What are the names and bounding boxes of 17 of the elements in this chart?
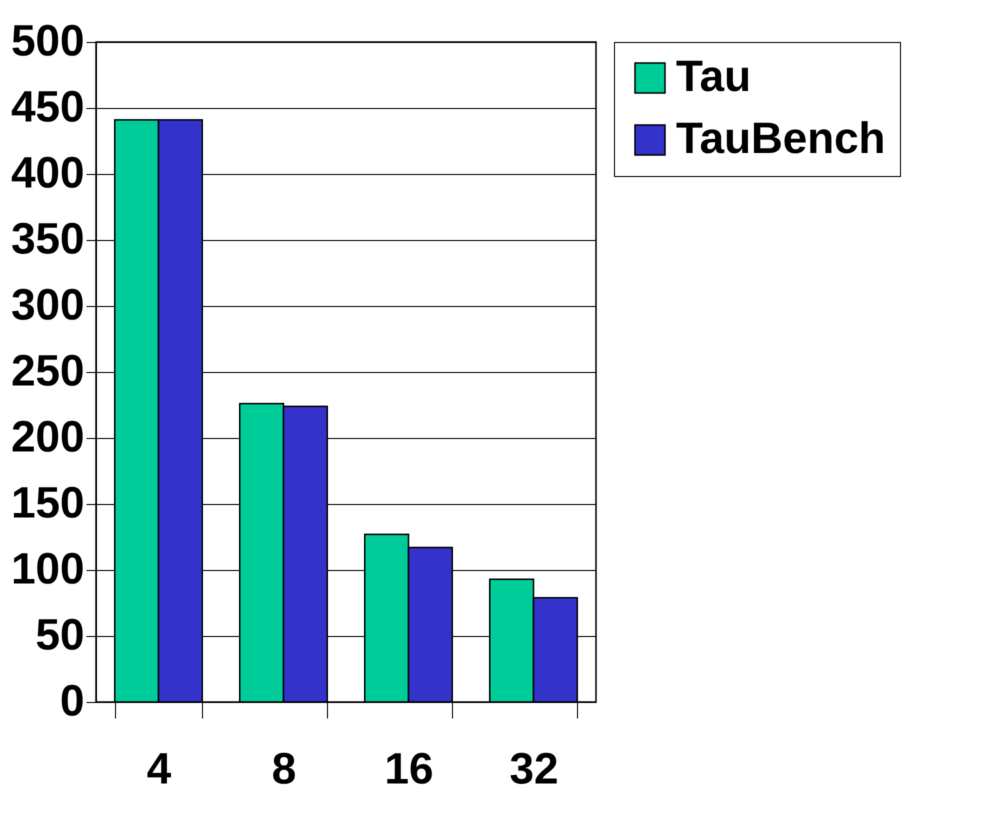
legend-label: TauBench — [676, 114, 886, 163]
y-tick-label: 400 — [11, 148, 84, 198]
legend-label: Tau — [676, 52, 751, 101]
y-tick-label: 200 — [11, 412, 84, 462]
y-tick-label: 250 — [11, 346, 84, 396]
x-tick-label: 16 — [384, 744, 434, 794]
y-tick-label: 350 — [11, 214, 84, 264]
x-tick-label: 8 — [272, 744, 296, 794]
y-tick-label: 150 — [11, 478, 84, 528]
y-tick-label: 100 — [11, 544, 84, 594]
y-tick-label: 450 — [11, 82, 84, 132]
y-tick-label: 0 — [60, 676, 84, 726]
x-tick-label: 32 — [510, 744, 558, 794]
y-tick-label: 300 — [11, 280, 84, 330]
y-tick-label: 50 — [36, 610, 84, 660]
y-tick-label: 500 — [11, 16, 84, 66]
x-tick-label: 4 — [146, 744, 172, 794]
